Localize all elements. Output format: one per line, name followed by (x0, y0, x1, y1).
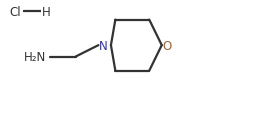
Text: H: H (42, 5, 51, 18)
Text: H₂N: H₂N (23, 51, 46, 63)
Text: O: O (163, 39, 172, 52)
Text: Cl: Cl (9, 5, 21, 18)
Text: N: N (99, 39, 108, 52)
